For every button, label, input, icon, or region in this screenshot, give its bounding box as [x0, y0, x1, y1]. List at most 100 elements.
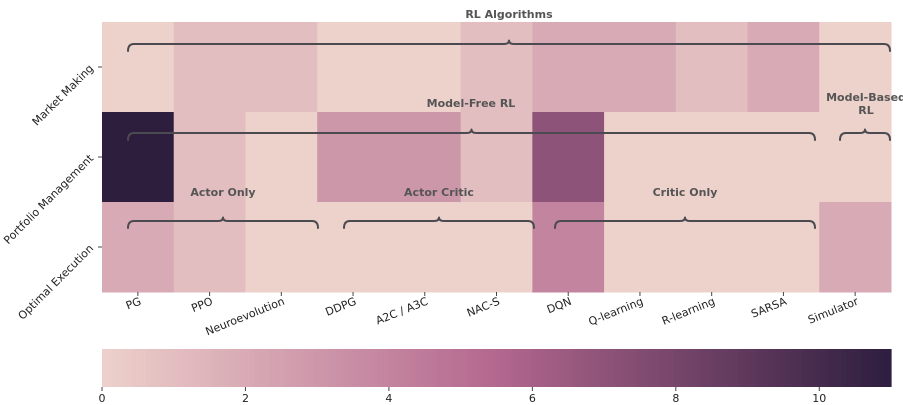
colorbar-segment — [861, 349, 867, 387]
colorbar-segment — [417, 349, 424, 387]
colorbar-segment — [821, 349, 828, 387]
brace-model-free-rl — [127, 128, 816, 141]
colorbar-segment — [654, 349, 660, 387]
heatmap-cell-optimal-execution-dqn — [532, 202, 605, 293]
annotation-critic-only: Critic Only — [653, 186, 718, 199]
colorbar-segment — [121, 349, 128, 387]
colorbar-segment — [787, 349, 793, 387]
colorbar-segment — [461, 349, 468, 387]
colorbar-segment — [604, 349, 611, 387]
colorbar-segment — [491, 349, 498, 387]
colorbar-segment — [392, 349, 399, 387]
heatmap-cell-portfolio-management-q-learning — [604, 112, 677, 203]
colorbar-segment — [200, 349, 207, 387]
colorbar-tick-label: 8 — [672, 392, 679, 405]
colorbar-segment — [254, 349, 261, 387]
colorbar-segment — [634, 349, 641, 387]
colorbar-segment — [353, 349, 360, 387]
colorbar-segment — [856, 349, 863, 387]
colorbar-segment — [866, 349, 872, 387]
colorbar-segment — [264, 349, 271, 387]
colorbar-segment — [348, 349, 355, 387]
colorbar-segment — [516, 349, 522, 387]
heatmap-cell-market-making-neuroevolution — [245, 22, 318, 113]
colorbar-segment — [318, 349, 325, 387]
colorbar-segment — [886, 349, 892, 387]
x-tick-label-dqn: DQN — [545, 295, 573, 317]
colorbar-segment — [688, 349, 695, 387]
colorbar-segment — [846, 349, 853, 387]
colorbar-segment — [831, 349, 838, 387]
heatmap-cells — [102, 22, 892, 293]
y-tick-label-optimal-execution: Optimal Execution — [16, 242, 97, 323]
colorbar-segment — [259, 349, 266, 387]
heatmap-cell-optimal-execution-r-learning — [675, 202, 749, 293]
colorbar-segment — [249, 349, 256, 387]
colorbar-segment — [338, 349, 345, 387]
heatmap-cell-portfolio-management-pg — [102, 112, 175, 203]
heatmap-cell-portfolio-management-ddpg — [317, 112, 390, 203]
heatmap-cell-market-making-nac-s — [460, 22, 533, 113]
heatmap-cell-portfolio-management-neuroevolution — [245, 112, 318, 203]
y-tick-label-market-making: Market Making — [30, 62, 96, 128]
colorbar-segment — [540, 349, 547, 387]
colorbar-segment — [245, 349, 251, 387]
colorbar-segment — [363, 349, 369, 387]
colorbar-segment — [240, 349, 246, 387]
colorbar-segment — [876, 349, 882, 387]
colorbar-segment — [698, 349, 705, 387]
colorbar-segment — [738, 349, 744, 387]
annotation-actor-only: Actor Only — [190, 186, 255, 199]
brace-actor-only — [127, 216, 319, 229]
colorbar-segment — [116, 349, 123, 387]
colorbar-segment — [767, 349, 774, 387]
colorbar-segment — [762, 349, 769, 387]
colorbar-segment — [294, 349, 300, 387]
x-tick-label-sarsa: SARSA — [749, 295, 789, 321]
brace-model-based-rl — [839, 128, 891, 141]
colorbar-segment — [190, 349, 197, 387]
colorbar-segment — [457, 349, 463, 387]
colorbar-segment — [481, 349, 488, 387]
colorbar-segment — [476, 349, 483, 387]
colorbar-segment — [669, 349, 675, 387]
colorbar-segment — [279, 349, 286, 387]
colorbar-segment — [836, 349, 843, 387]
heatmap-cell-optimal-execution-q-learning — [604, 202, 677, 293]
colorbar-segment — [230, 349, 236, 387]
colorbar-segment — [619, 349, 626, 387]
colorbar-segment — [851, 349, 858, 387]
heatmap-cell-market-making-r-learning — [675, 22, 749, 113]
y-axis: Market Making Portfolio ManagementOptimal… — [1, 62, 102, 323]
heatmap-cell-optimal-execution-simulator — [819, 202, 892, 293]
colorbar-segment — [526, 349, 532, 387]
colorbar-segment — [678, 349, 685, 387]
colorbar-segment — [161, 349, 167, 387]
colorbar-segment — [486, 349, 493, 387]
colorbar-segment — [777, 349, 784, 387]
colorbar-segment — [368, 349, 374, 387]
colorbar-segment — [743, 349, 749, 387]
colorbar-segment — [111, 349, 118, 387]
heatmap-cell-market-making-ppo — [173, 22, 246, 113]
colorbar-segment — [471, 349, 478, 387]
colorbar-segment — [180, 349, 187, 387]
colorbar-segment — [407, 349, 414, 387]
x-tick-label-ddpg: DDPG — [324, 295, 359, 319]
colorbar-segment — [466, 349, 473, 387]
colorbar-segment — [106, 349, 113, 387]
colorbar-segment — [683, 349, 690, 387]
colorbar-segment — [535, 349, 542, 387]
colorbar-segment — [545, 349, 552, 387]
colorbar-tick-label: 6 — [529, 392, 536, 405]
colorbar-segment — [580, 349, 586, 387]
heatmap-cell-market-making-a2c-a3c — [388, 22, 462, 113]
colorbar-segment — [496, 349, 503, 387]
colorbar-segment — [797, 349, 803, 387]
colorbar-segment — [501, 349, 507, 387]
colorbar-segment — [220, 349, 226, 387]
colorbar-segment — [718, 349, 724, 387]
colorbar-segment — [531, 349, 537, 387]
heatmap-cell-portfolio-management-nac-s — [460, 112, 533, 203]
